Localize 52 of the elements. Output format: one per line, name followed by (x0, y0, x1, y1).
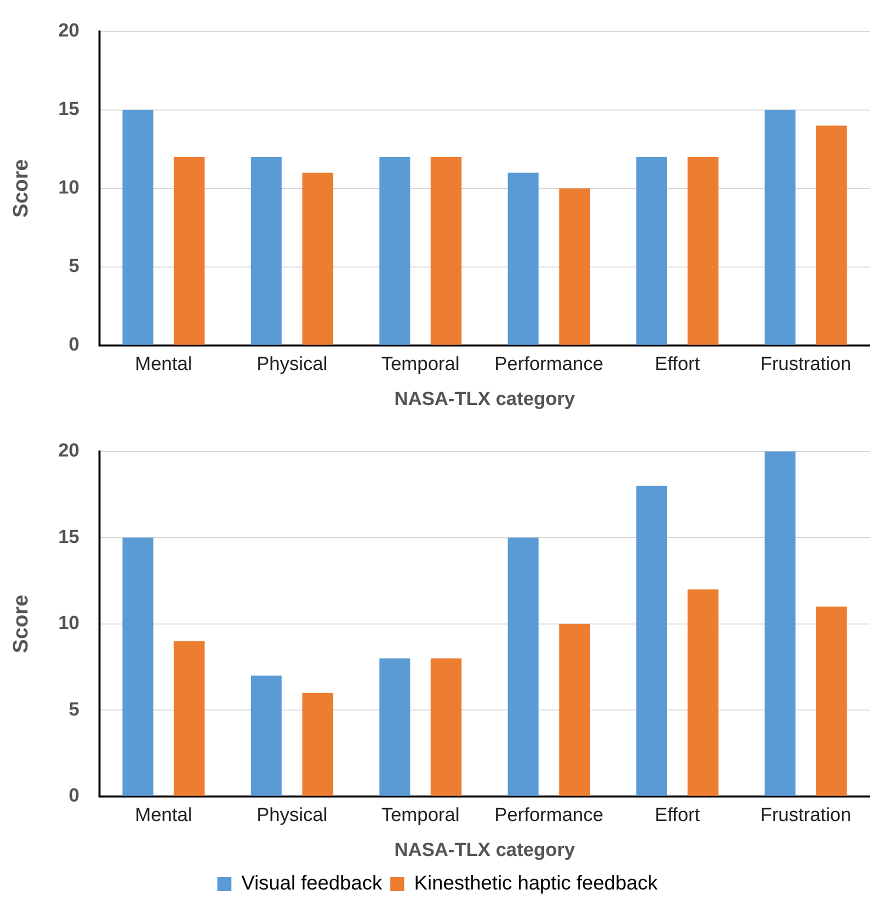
bar (764, 451, 796, 796)
y-tick-label: 0 (68, 334, 80, 356)
bar (302, 172, 334, 345)
x-tick-label: Temporal (381, 805, 460, 826)
bar (688, 157, 718, 345)
bar (636, 486, 668, 796)
x-tick-label: Frustration (760, 354, 852, 376)
y-tick-label: 10 (58, 178, 80, 199)
x-tick-label: Frustration (760, 805, 852, 826)
y-axis-title: Score (9, 159, 32, 218)
x-axis-title: NASA-TLX category (394, 840, 576, 861)
x-axis-title: NASA-TLX category (394, 388, 576, 410)
x-tick-label: Performance (494, 354, 604, 376)
bar (816, 126, 847, 345)
bar (559, 624, 590, 796)
x-tick-label: Mental (135, 354, 192, 376)
bar (816, 606, 847, 796)
bar (302, 692, 334, 796)
y-tick-label: 5 (68, 699, 80, 720)
bar (250, 676, 282, 796)
bar (250, 157, 282, 345)
x-tick-label: Performance (494, 805, 604, 826)
bar (379, 658, 410, 796)
bar (636, 157, 668, 345)
bar (508, 538, 539, 796)
bar (122, 538, 154, 796)
y-tick-label: 0 (68, 786, 80, 807)
x-tick-label: Effort (654, 354, 701, 376)
legend-label: Kinesthetic haptic feedback (414, 872, 659, 895)
bar (379, 157, 410, 345)
bar (430, 658, 462, 796)
x-tick-label: Mental (135, 805, 192, 826)
bar (688, 589, 718, 796)
y-tick-label: 15 (58, 526, 80, 548)
x-tick-label: Physical (256, 354, 328, 376)
bar (174, 157, 205, 345)
bar (430, 157, 462, 345)
x-tick-label: Temporal (381, 354, 460, 376)
x-tick-label: Effort (654, 805, 701, 826)
legend-label: Visual feedback (241, 872, 384, 895)
bar (174, 641, 205, 796)
x-tick-label: Physical (256, 805, 328, 826)
bar (508, 172, 539, 345)
y-axis-title: Score (9, 594, 32, 654)
y-tick-label: 15 (58, 99, 80, 120)
y-tick-label: 20 (58, 20, 80, 42)
bar (559, 188, 590, 345)
y-tick-label: 20 (58, 440, 80, 462)
y-tick-label: 5 (68, 256, 80, 278)
y-tick-label: 10 (58, 613, 80, 634)
bar (764, 110, 796, 345)
bar (122, 110, 154, 345)
